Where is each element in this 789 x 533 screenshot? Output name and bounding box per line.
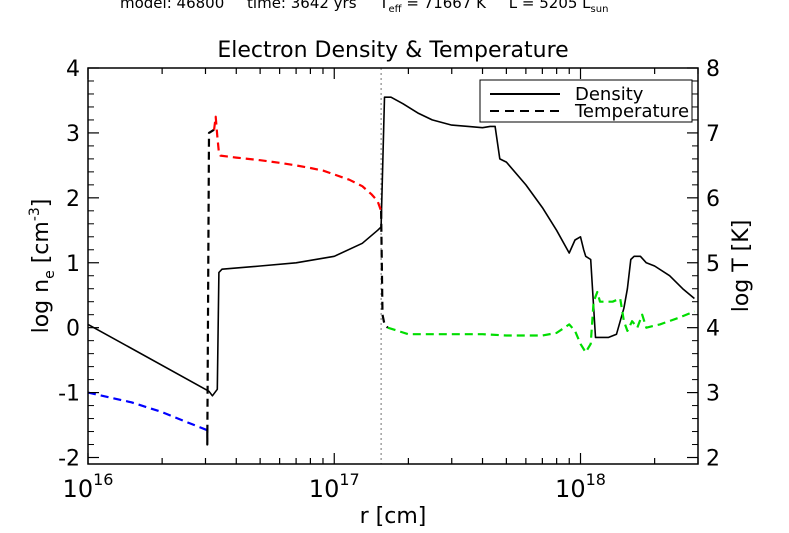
density-line-segment-0 bbox=[87, 96, 695, 397]
y-left-tick-label: 4 bbox=[66, 57, 80, 82]
legend-temperature-label: Temperature bbox=[574, 101, 689, 122]
model-info-header: model: 46800 time: 3642 yrs Teff = 71667… bbox=[120, 0, 608, 15]
plot-content bbox=[87, 68, 695, 464]
y-left-tick-label: -1 bbox=[58, 382, 80, 407]
y-right-tick-label: 7 bbox=[706, 122, 720, 147]
temperature-line-segment-1 bbox=[206, 128, 215, 446]
axis-ticks: 1016 1017 1018 -2 -1 0 1 2 3 4 2 3 4 5 6 7 8 bbox=[58, 57, 720, 503]
x-tick-label: 1018 bbox=[555, 470, 606, 503]
y-left-label-sub: e bbox=[42, 270, 58, 279]
y-right-tick-label: 3 bbox=[706, 382, 720, 407]
x-tick-label: 1017 bbox=[309, 470, 360, 503]
temperature-line-segment-3 bbox=[380, 210, 389, 329]
teff-subscript: eff bbox=[389, 4, 403, 15]
legend-density-label: Density bbox=[575, 84, 644, 105]
y-left-label-sup: -3 bbox=[27, 207, 43, 221]
y-left-tick-label: 1 bbox=[66, 252, 80, 277]
y-left-tick-label: 2 bbox=[66, 187, 80, 212]
y-right-tick-label: 4 bbox=[706, 317, 720, 342]
teff-value: = 71667 K bbox=[402, 0, 488, 12]
legend-box bbox=[479, 79, 693, 123]
temperature-line-segment-4 bbox=[387, 290, 695, 354]
y-axis-label-left: log ne [cm-3] bbox=[27, 199, 58, 334]
y-left-label-main: log n bbox=[29, 279, 54, 333]
svg-text:model: 46800 time: 3642 yr: model: 46800 time: 3642 yrs Teff = 71667… bbox=[120, 0, 608, 15]
y-right-tick-label: 5 bbox=[706, 252, 720, 277]
y-right-tick-label: 6 bbox=[706, 187, 720, 212]
model-label: model: 46800 bbox=[120, 0, 224, 12]
y-right-tick-label: 2 bbox=[706, 447, 720, 472]
teff-label: T bbox=[378, 0, 389, 12]
y-left-label-unit: [cm bbox=[29, 221, 54, 270]
y-left-tick-label: 3 bbox=[66, 122, 80, 147]
temperature-line-segment-0 bbox=[87, 391, 208, 432]
y-axis-label-right: log T [K] bbox=[729, 220, 754, 313]
plot-frame bbox=[87, 67, 699, 465]
chart-title: Electron Density & Temperature bbox=[217, 38, 568, 63]
luminosity-label: L = 5205 L bbox=[509, 0, 591, 12]
y-left-tick-label: 0 bbox=[66, 317, 80, 342]
temperature-line-segment-2 bbox=[213, 115, 383, 212]
x-axis-label: r [cm] bbox=[360, 504, 427, 529]
y-left-label-end: ] bbox=[29, 199, 54, 208]
y-left-tick-label: -2 bbox=[58, 447, 80, 472]
y-right-tick-label: 8 bbox=[706, 57, 720, 82]
x-tick-label: 1016 bbox=[63, 470, 114, 503]
legend: Density Temperature bbox=[479, 79, 693, 123]
luminosity-subscript: sun bbox=[591, 4, 609, 15]
time-label: time: 3642 yrs bbox=[247, 0, 357, 12]
